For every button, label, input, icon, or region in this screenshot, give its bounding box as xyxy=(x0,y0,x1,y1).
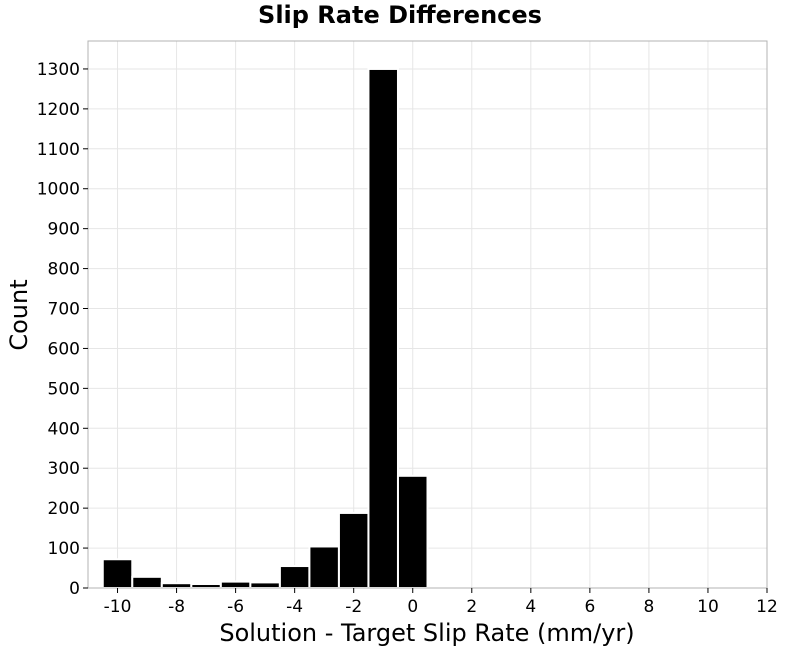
histogram-bar xyxy=(367,67,399,589)
histogram-bar xyxy=(131,575,163,589)
x-tick-label: 10 xyxy=(697,597,719,617)
histogram-bar xyxy=(190,583,222,590)
x-tick-label: 0 xyxy=(407,597,418,617)
chart-title: Slip Rate Differences xyxy=(258,1,542,29)
histogram-bar xyxy=(160,582,193,589)
y-tick-label: 300 xyxy=(48,459,80,479)
y-tick-label: 1100 xyxy=(37,140,80,160)
x-tick-label: 2 xyxy=(466,597,477,617)
y-axis-label: Count xyxy=(5,279,33,350)
y-tick-label: 600 xyxy=(48,339,80,359)
x-tick-label: -4 xyxy=(286,597,303,617)
x-tick-label: -6 xyxy=(227,597,244,617)
x-tick-label: 6 xyxy=(584,597,595,617)
histogram-bar xyxy=(396,474,429,590)
y-tick-label: 500 xyxy=(48,379,80,399)
y-tick-label: 900 xyxy=(48,220,80,240)
x-tick-label: 12 xyxy=(756,597,778,617)
y-tick-label: 0 xyxy=(69,579,80,599)
grid xyxy=(88,41,768,589)
x-tick-label: -8 xyxy=(168,597,185,617)
histogram-bar xyxy=(337,511,370,590)
histogram-bar xyxy=(101,558,134,590)
y-tick-label: 400 xyxy=(48,419,80,439)
y-tick-label: 1200 xyxy=(37,100,80,120)
y-tick-label: 700 xyxy=(48,300,80,320)
histogram-bar xyxy=(278,565,311,590)
histogram-bar xyxy=(308,545,340,589)
y-tick-label: 200 xyxy=(48,499,80,519)
y-tick-label: 1300 xyxy=(37,60,80,80)
axes: -10 -8 -6 -4 -2 0 2 4 6 8 10 12 0 100 200 300 400 500 600 7… xyxy=(37,40,778,617)
plot-border xyxy=(87,40,768,589)
bars xyxy=(101,67,459,590)
x-tick-label: 4 xyxy=(525,597,536,617)
x-tick-label: 8 xyxy=(643,597,654,617)
histogram-bar xyxy=(249,581,281,589)
y-tick-label: 100 xyxy=(48,539,80,559)
x-tick-label: -10 xyxy=(104,597,132,617)
x-axis-label: Solution - Target Slip Rate (mm/yr) xyxy=(219,619,634,647)
histogram-bar xyxy=(219,580,252,590)
y-tick-label: 1000 xyxy=(37,180,80,200)
y-tick-label: 800 xyxy=(48,260,80,280)
x-tick-label: -2 xyxy=(345,597,362,617)
